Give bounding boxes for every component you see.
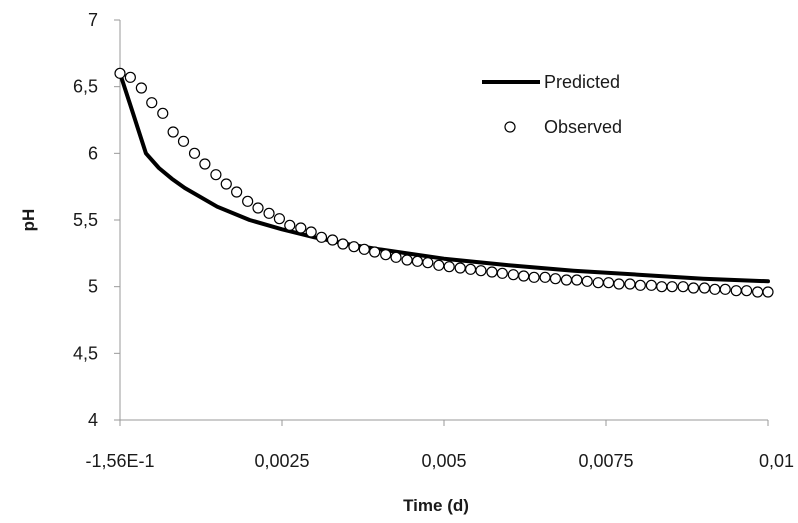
observed-point xyxy=(582,276,592,286)
observed-point xyxy=(221,179,231,189)
y-axis-ticks: 4 4,5 5 5,5 6 6,5 7 xyxy=(73,10,120,430)
plot-area xyxy=(115,68,773,297)
observed-point xyxy=(158,108,168,118)
observed-point xyxy=(710,284,720,294)
observed-point xyxy=(317,232,327,242)
observed-point xyxy=(306,227,316,237)
observed-point xyxy=(264,208,274,218)
observed-series-markers xyxy=(115,68,773,297)
observed-point xyxy=(328,235,338,245)
observed-point xyxy=(402,255,412,265)
observed-point xyxy=(412,256,422,266)
observed-point xyxy=(381,250,391,260)
observed-point xyxy=(434,260,444,270)
observed-point xyxy=(699,283,709,293)
observed-point xyxy=(253,203,263,213)
observed-point xyxy=(243,196,253,206)
y-tick-label: 7 xyxy=(88,10,98,30)
observed-point xyxy=(476,266,486,276)
legend-predicted-label: Predicted xyxy=(544,72,620,92)
y-tick-label: 6,5 xyxy=(73,77,98,97)
observed-point xyxy=(742,286,752,296)
observed-point xyxy=(667,282,677,292)
x-tick-label: 0,01 xyxy=(759,451,794,471)
observed-point xyxy=(614,279,624,289)
observed-point xyxy=(423,258,433,268)
observed-point xyxy=(646,280,656,290)
observed-point xyxy=(296,223,306,233)
observed-point xyxy=(338,239,348,249)
x-tick-label: 0,005 xyxy=(421,451,466,471)
observed-point xyxy=(200,159,210,169)
observed-point xyxy=(125,72,135,82)
observed-point xyxy=(147,98,157,108)
observed-point xyxy=(604,278,614,288)
observed-point xyxy=(561,275,571,285)
observed-point xyxy=(625,279,635,289)
observed-point xyxy=(232,187,242,197)
observed-point xyxy=(519,271,529,281)
observed-point xyxy=(508,270,518,280)
observed-point xyxy=(115,68,125,78)
observed-point xyxy=(593,278,603,288)
observed-point xyxy=(359,244,369,254)
y-axis-title: pH xyxy=(19,209,38,232)
observed-point xyxy=(731,286,741,296)
observed-point xyxy=(211,170,221,180)
observed-point xyxy=(349,242,359,252)
observed-point xyxy=(487,267,497,277)
observed-point xyxy=(635,280,645,290)
observed-point xyxy=(466,264,476,274)
x-tick-label: 0,0025 xyxy=(254,451,309,471)
observed-point xyxy=(497,268,507,278)
observed-point xyxy=(444,262,454,272)
observed-point xyxy=(455,263,465,273)
observed-point xyxy=(168,127,178,137)
y-tick-label: 4 xyxy=(88,410,98,430)
observed-point xyxy=(529,272,539,282)
observed-point xyxy=(763,287,773,297)
observed-point xyxy=(190,148,200,158)
observed-point xyxy=(550,274,560,284)
axes xyxy=(120,20,768,420)
y-tick-label: 4,5 xyxy=(73,343,98,363)
observed-point xyxy=(391,252,401,262)
x-axis-ticks: -1,56E-1 0,0025 0,005 0,0075 0,01 xyxy=(85,420,794,471)
legend: Predicted Observed xyxy=(482,72,622,137)
legend-observed-label: Observed xyxy=(544,117,622,137)
observed-point xyxy=(370,247,380,257)
observed-point xyxy=(688,283,698,293)
observed-point xyxy=(179,136,189,146)
observed-point xyxy=(678,282,688,292)
observed-point xyxy=(136,83,146,93)
observed-point xyxy=(753,287,763,297)
x-tick-label: -1,56E-1 xyxy=(85,451,154,471)
observed-point xyxy=(285,220,295,230)
legend-observed-swatch xyxy=(505,122,515,132)
observed-point xyxy=(720,284,730,294)
observed-point xyxy=(657,282,667,292)
y-tick-label: 6 xyxy=(88,143,98,163)
x-axis-title: Time (d) xyxy=(403,496,469,515)
y-tick-label: 5,5 xyxy=(73,210,98,230)
observed-point xyxy=(572,275,582,285)
observed-point xyxy=(540,272,550,282)
x-tick-label: 0,0075 xyxy=(578,451,633,471)
observed-point xyxy=(274,214,284,224)
y-tick-label: 5 xyxy=(88,277,98,297)
